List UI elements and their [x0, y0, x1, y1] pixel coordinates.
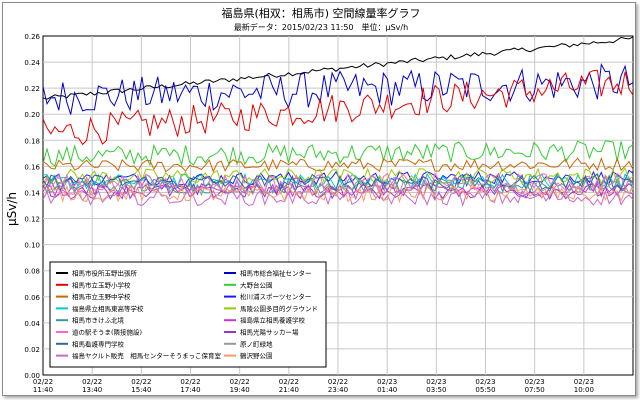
x-tick-time: 23:40: [328, 386, 348, 394]
y-tick-label: 0.22: [24, 85, 40, 93]
legend-box: [49, 261, 327, 368]
series-line: [42, 62, 634, 115]
x-tick-time: 10:00: [574, 386, 594, 394]
y-tick-label: 0.04: [24, 320, 40, 328]
y-tick-label: 0.20: [24, 111, 40, 119]
legend-label: 大野台公園: [240, 280, 273, 289]
axis-layer: 0.00 0.02 0.04 0.06 0.08 0.10 0.12 0.14 0.16 0.18…: [24, 33, 594, 394]
x-tick-time: 01:40: [377, 386, 397, 394]
x-tick-date: 02/22: [279, 378, 299, 386]
series-line: [42, 69, 634, 146]
x-tick-date: 02/22: [230, 378, 250, 386]
y-axis-label: μSv/h: [5, 192, 19, 226]
y-tick-label: 0.00: [24, 372, 40, 380]
y-tick-label: 0.16: [24, 163, 40, 171]
y-tick-label: 0.26: [24, 33, 40, 41]
series-line: [42, 156, 634, 173]
legend-label: 福島県立相馬東高等学校: [72, 304, 144, 313]
x-tick-time: 07:50: [525, 386, 545, 394]
legend-label: 福島ヤクルト販売 相馬センターそうまっこ保育室: [72, 351, 222, 360]
legend-label: 馬陵公園多目的グラウンド: [240, 304, 318, 313]
x-tick-time: 11:40: [33, 386, 53, 394]
x-tick-date: 02/22: [180, 378, 200, 386]
y-tick-label: 0.14: [24, 189, 40, 197]
x-tick-date: 02/23: [377, 378, 397, 386]
y-tick-label: 0.12: [24, 216, 40, 224]
x-tick-date: 02/23: [574, 378, 594, 386]
x-tick-date: 02/22: [328, 378, 348, 386]
x-tick-date: 02/23: [426, 378, 446, 386]
y-tick-label: 0.02: [24, 346, 40, 354]
y-tick-label: 0.24: [24, 59, 40, 67]
series-line: [42, 178, 634, 197]
line-chart: 福島県(相双：相馬市) 空間線量率グラフ 最新データ：2015/02/23 11…: [5, 6, 634, 394]
chart-frame: 福島県(相双：相馬市) 空間線量率グラフ 最新データ：2015/02/23 11…: [2, 2, 636, 396]
series-line: [42, 172, 634, 191]
legend-label: 道の駅そうま(隣接施設): [72, 328, 142, 337]
x-tick-date: 02/22: [131, 378, 151, 386]
legend-label: 鶴沢野公園: [240, 351, 273, 360]
series-line: [42, 36, 634, 100]
y-tick-label: 0.18: [24, 137, 40, 145]
legend-label: 相馬市きけふ北境: [72, 316, 125, 325]
series-line: [42, 167, 634, 185]
legend-label: 相馬市総合福祉センター: [240, 269, 312, 278]
series-line: [42, 188, 634, 208]
chart-subtitle: 最新データ：2015/02/23 11:50 単位：μSv/h: [234, 22, 408, 32]
series-line: [42, 140, 634, 167]
x-tick-time: 05:50: [475, 386, 495, 394]
chart-title: 福島県(相双：相馬市) 空間線量率グラフ: [221, 6, 420, 20]
x-tick-time: 17:40: [180, 386, 200, 394]
legend-label: 相馬市役所玉野出張所: [72, 269, 138, 278]
series-layer: [42, 36, 634, 208]
legend-label: 原ノ町緑地: [240, 339, 273, 348]
legend-label: 相馬市立玉野小学校: [72, 280, 131, 289]
legend-label: 福島県立相馬養護学校: [240, 316, 306, 325]
series-line: [42, 184, 634, 204]
x-tick-time: 13:40: [82, 386, 102, 394]
x-tick-date: 02/22: [33, 378, 53, 386]
x-tick-time: 21:40: [279, 386, 299, 394]
x-tick-date: 02/23: [525, 378, 545, 386]
x-tick-date: 02/22: [82, 378, 102, 386]
legend-label: 松川浦スポーツセンター: [240, 292, 311, 301]
x-tick-time: 03:50: [426, 386, 446, 394]
x-tick-time: 19:40: [230, 386, 250, 394]
x-tick-time: 15:40: [131, 386, 151, 394]
x-tick-date: 02/23: [475, 378, 495, 386]
legend-label: 相馬市立玉野中学校: [72, 292, 131, 301]
y-tick-label: 0.08: [24, 268, 40, 276]
y-tick-label: 0.06: [24, 294, 40, 302]
y-tick-label: 0.10: [24, 242, 40, 250]
legend-label: 相馬看護専門学校: [72, 339, 125, 348]
legend-label: 相馬光陽サッカー場: [240, 328, 299, 337]
